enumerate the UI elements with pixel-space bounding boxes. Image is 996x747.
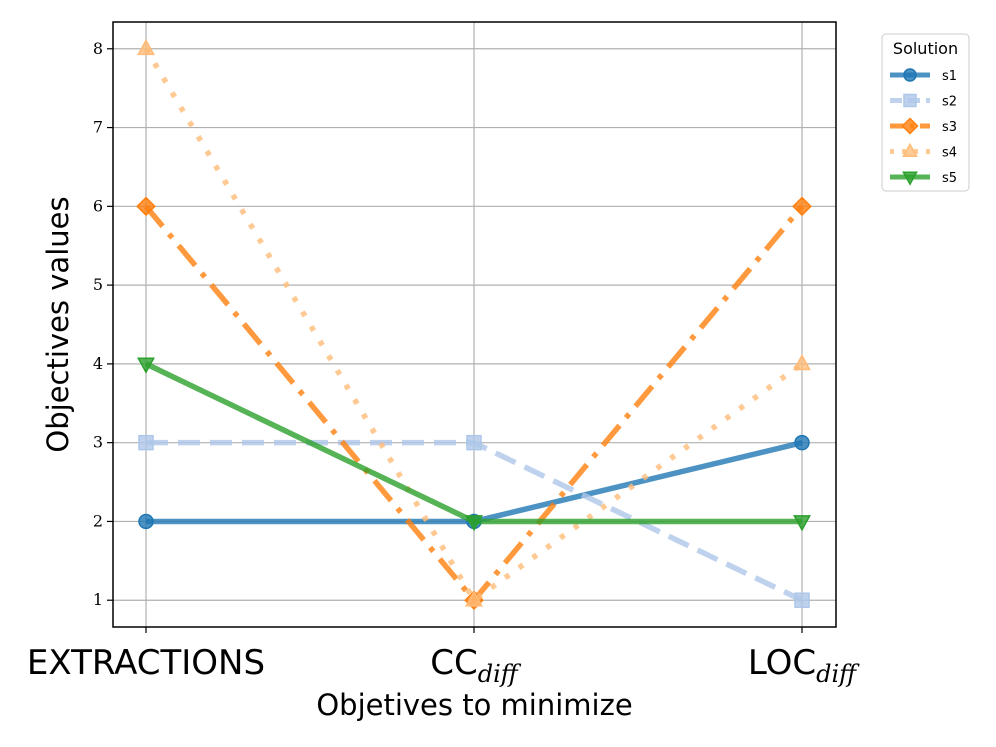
y-tick-label: 4: [93, 354, 103, 373]
y-tick-label: 7: [93, 118, 103, 137]
data-point: [902, 142, 918, 158]
data-point: [465, 515, 483, 532]
legend-item-s2: s2: [890, 93, 957, 110]
y-axis-title: Objectives values: [41, 196, 75, 452]
data-point: [793, 515, 811, 532]
data-point: [138, 434, 154, 451]
y-tick-label: 1: [93, 590, 103, 609]
x-tick-label-main: LOC: [748, 643, 816, 683]
legend-label: s2: [942, 95, 957, 110]
data-point: [137, 357, 155, 374]
x-tick-label: CCdiff: [430, 643, 522, 688]
legend-item-s5: s5: [890, 171, 957, 186]
legend-label: s4: [942, 146, 957, 161]
data-point: [465, 590, 483, 607]
data-point: [136, 196, 156, 217]
data-point: [138, 513, 154, 530]
x-tick-label-subscript: diff: [478, 660, 522, 688]
y-tick-label: 3: [93, 433, 103, 452]
x-tick-label-main: CC: [430, 643, 477, 683]
y-tick-label: 8: [93, 39, 103, 58]
y-tick-label: 6: [93, 196, 103, 215]
series-layer: [136, 38, 812, 611]
data-point: [793, 353, 811, 371]
data-point: [903, 93, 917, 108]
x-tick-label: LOCdiff: [748, 643, 860, 688]
legend-item-s1: s1: [890, 68, 957, 84]
data-point: [794, 434, 810, 451]
legend-label: s5: [942, 171, 957, 186]
series-s4: [137, 38, 811, 607]
legend-title: Solution: [893, 39, 958, 58]
legend-items: s1 s2 s3 s4 s5: [890, 68, 957, 186]
x-tick-label-subscript: diff: [816, 660, 860, 688]
data-point: [466, 434, 482, 451]
x-tick-label: EXTRACTIONS: [27, 643, 265, 683]
legend-label: s3: [942, 120, 957, 135]
x-axis-title: Objetives to minimize: [316, 688, 632, 722]
series-s2: [138, 434, 810, 608]
y-tick-label: 2: [93, 511, 103, 530]
legend: Solution s1 s2 s3 s4 s5: [881, 33, 970, 192]
data-point: [901, 117, 919, 135]
data-point: [137, 38, 155, 56]
series-s5: [137, 357, 811, 532]
data-point: [792, 196, 812, 217]
x-tick-label-main: EXTRACTIONS: [27, 643, 265, 683]
grid-layer: [113, 22, 836, 627]
legend-item-s4: s4: [890, 142, 957, 161]
y-tick-label: 5: [93, 275, 103, 294]
data-point: [902, 171, 918, 186]
legend-item-s3: s3: [890, 117, 957, 135]
data-point: [794, 592, 810, 608]
data-point: [903, 68, 917, 82]
legend-label: s1: [942, 69, 957, 84]
